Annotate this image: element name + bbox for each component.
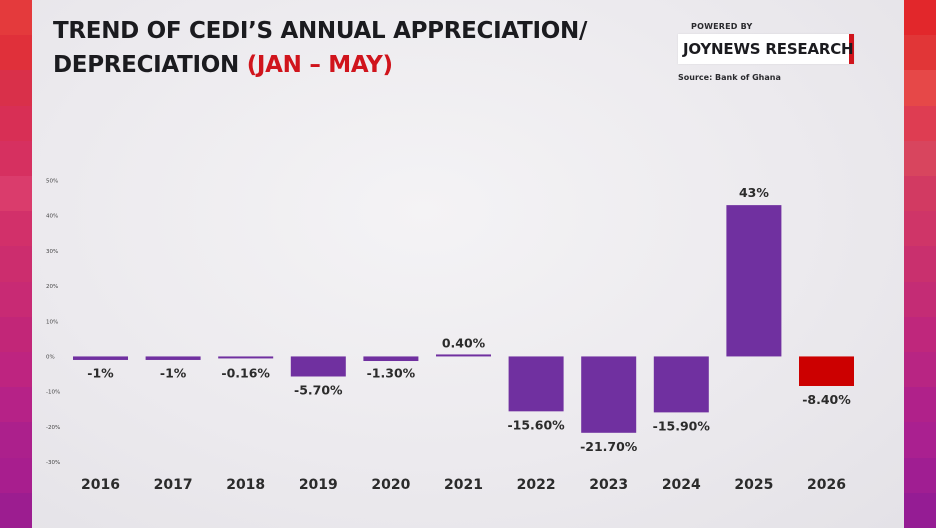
source-note: Source: Bank of Ghana bbox=[678, 73, 781, 82]
stripe-segment bbox=[0, 70, 32, 106]
data-label: -5.70% bbox=[294, 382, 343, 397]
title-line-2: DEPRECIATION bbox=[53, 52, 239, 78]
stripe-segment bbox=[904, 387, 936, 423]
bar bbox=[145, 356, 201, 360]
stripe-segment bbox=[904, 35, 936, 71]
y-tick-label: 50% bbox=[46, 179, 58, 185]
y-tick-label: -10% bbox=[46, 390, 60, 396]
x-tick-label: 2017 bbox=[154, 477, 193, 493]
stripe-segment bbox=[904, 70, 936, 106]
left-decorative-stripes bbox=[0, 0, 32, 528]
data-label: -1% bbox=[160, 365, 187, 380]
bar bbox=[363, 356, 419, 362]
data-label: -0.16% bbox=[221, 365, 270, 380]
data-label: 0.40% bbox=[442, 335, 486, 350]
stripe-segment bbox=[904, 492, 936, 528]
stripe-segment bbox=[904, 457, 936, 493]
brand-badge: JOYNEWS RESEARCH bbox=[678, 34, 854, 64]
stripe-segment bbox=[904, 211, 936, 247]
stripe-segment bbox=[0, 387, 32, 423]
data-label: -8.40% bbox=[802, 392, 851, 407]
bar bbox=[726, 205, 782, 357]
data-label: -1.30% bbox=[367, 365, 416, 380]
chart-title: TREND OF CEDI’S ANNUAL APPRECIATION/ DEP… bbox=[53, 14, 613, 82]
x-tick-label: 2022 bbox=[517, 477, 556, 493]
stripe-segment bbox=[0, 176, 32, 212]
stripe-segment bbox=[0, 492, 32, 528]
x-tick-label: 2025 bbox=[734, 477, 773, 493]
bar bbox=[73, 356, 128, 360]
branding-block: POWERED BY JOYNEWS RESEARCH Source: Bank… bbox=[678, 22, 854, 82]
stripe-segment bbox=[904, 176, 936, 212]
stripe-segment bbox=[0, 211, 32, 247]
bar bbox=[653, 356, 709, 413]
bar bbox=[581, 356, 637, 433]
brand-name: JOYNEWS RESEARCH bbox=[683, 40, 854, 58]
stripe-segment bbox=[904, 140, 936, 177]
y-tick-label: -20% bbox=[46, 425, 60, 431]
y-tick-label: 30% bbox=[46, 249, 58, 255]
stripe-segment bbox=[0, 281, 32, 317]
stripe-segment bbox=[904, 0, 936, 36]
y-tick-label: 40% bbox=[46, 214, 58, 220]
powered-by-label: POWERED BY bbox=[691, 22, 753, 31]
stripe-segment bbox=[904, 352, 936, 388]
stripe-segment bbox=[0, 35, 32, 71]
y-tick-label: 20% bbox=[46, 284, 58, 290]
stripe-segment bbox=[0, 140, 32, 177]
bar bbox=[218, 356, 274, 359]
x-tick-label: 2024 bbox=[662, 477, 701, 493]
right-decorative-stripes bbox=[904, 0, 936, 528]
bar bbox=[799, 356, 854, 386]
stripe-segment bbox=[904, 246, 936, 282]
y-tick-label: -30% bbox=[46, 460, 60, 466]
title-line-1: TREND OF CEDI’S ANNUAL APPRECIATION/ bbox=[53, 18, 588, 44]
x-tick-label: 2016 bbox=[81, 477, 120, 493]
stripe-segment bbox=[0, 352, 32, 388]
stripe-segment bbox=[904, 316, 936, 353]
stripe-segment bbox=[0, 246, 32, 282]
title-date-range: (JAN – MAY) bbox=[246, 52, 393, 78]
x-tick-label: 2019 bbox=[299, 477, 338, 493]
data-label: -1% bbox=[87, 365, 114, 380]
stripe-segment bbox=[0, 0, 32, 36]
x-tick-label: 2023 bbox=[589, 477, 628, 493]
bar bbox=[508, 356, 564, 412]
stripe-segment bbox=[904, 281, 936, 317]
data-label: -21.70% bbox=[580, 439, 638, 454]
bar bbox=[290, 356, 346, 377]
x-tick-label: 2026 bbox=[807, 477, 846, 493]
y-tick-label: 0% bbox=[46, 354, 55, 360]
bar bbox=[436, 354, 491, 357]
stripe-segment bbox=[0, 422, 32, 458]
stripe-segment bbox=[0, 457, 32, 493]
data-label: 43% bbox=[739, 185, 769, 200]
data-label: -15.60% bbox=[507, 417, 565, 432]
stripe-segment bbox=[0, 316, 32, 353]
stripe-segment bbox=[0, 105, 32, 141]
stripe-segment bbox=[904, 105, 936, 141]
x-tick-label: 2020 bbox=[371, 477, 410, 493]
x-tick-label: 2021 bbox=[444, 477, 483, 493]
x-tick-label: 2018 bbox=[226, 477, 265, 493]
stripe-segment bbox=[904, 422, 936, 458]
y-tick-label: 10% bbox=[46, 319, 58, 325]
data-label: -15.90% bbox=[653, 418, 711, 433]
